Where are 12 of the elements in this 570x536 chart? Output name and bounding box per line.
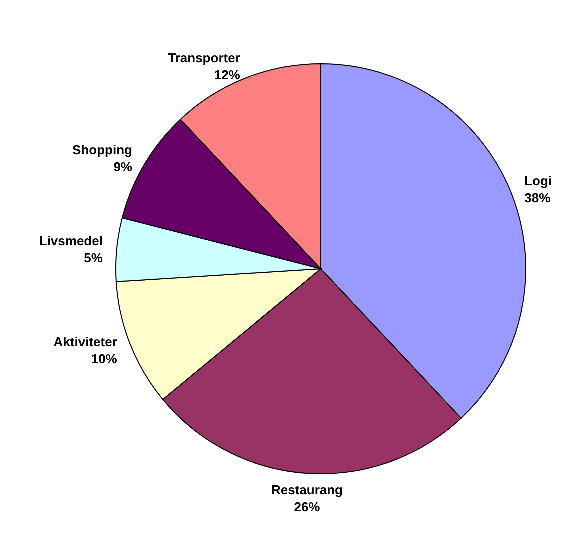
slice-label: Restaurang: [271, 482, 344, 498]
data-label: 26%: [294, 500, 321, 515]
data-label: 10%: [91, 352, 118, 367]
slice-label: Aktiviteter: [54, 334, 118, 350]
slice-label: Logi: [524, 173, 552, 188]
slice-label: Shopping: [72, 142, 133, 158]
slice-label: Livsmedel: [39, 233, 103, 248]
slice-label: Transporter: [168, 50, 240, 66]
data-label: 5%: [84, 250, 104, 266]
data-label: 12%: [214, 67, 241, 82]
data-label: 9%: [114, 160, 133, 175]
data-label: 38%: [524, 190, 552, 206]
